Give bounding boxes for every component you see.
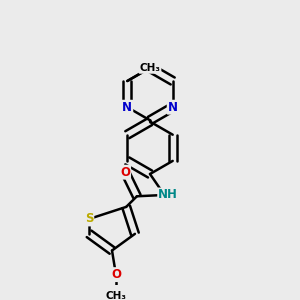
- Text: O: O: [111, 268, 121, 281]
- Text: N: N: [168, 101, 178, 114]
- Text: S: S: [85, 212, 93, 226]
- Text: CH₃: CH₃: [140, 63, 160, 73]
- Text: N: N: [122, 101, 132, 114]
- Text: O: O: [120, 166, 130, 179]
- Text: NH: NH: [158, 188, 178, 202]
- Text: CH₃: CH₃: [105, 291, 126, 300]
